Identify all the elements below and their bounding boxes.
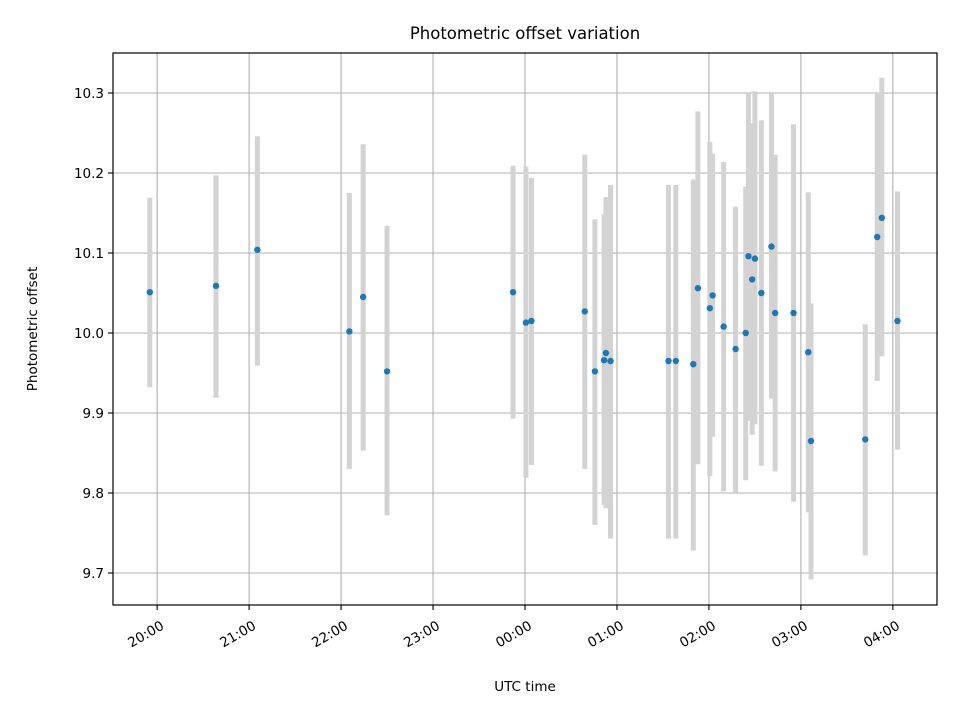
- data-point: [383, 368, 391, 375]
- data-point: [690, 361, 697, 368]
- x-axis-label: UTC time: [494, 679, 556, 695]
- data-point: [607, 357, 614, 365]
- data-point: [212, 282, 220, 289]
- data-point: [672, 357, 680, 365]
- y-tick-label: 9.8: [83, 486, 104, 502]
- data-point: [790, 309, 797, 317]
- data-point: [359, 293, 367, 301]
- y-tick-label: 10.1: [74, 246, 104, 262]
- data-point: [720, 323, 727, 330]
- data-point: [768, 243, 775, 250]
- y-tick-label: 10.2: [74, 166, 104, 182]
- data-point: [665, 357, 672, 365]
- data-point: [591, 368, 599, 375]
- data-point: [874, 233, 881, 241]
- data-point: [254, 246, 261, 253]
- y-axis-ticks: 9.7 9.8 9.9 10.0 10.1 10.2 10.3: [74, 86, 113, 582]
- data-point: [346, 328, 353, 335]
- data-point: [745, 253, 752, 260]
- data-point: [732, 345, 739, 353]
- y-tick-label: 9.9: [83, 406, 104, 422]
- y-tick-label: 9.7: [83, 566, 104, 582]
- data-point: [709, 292, 716, 299]
- chart-title: Photometric offset variation: [410, 24, 640, 43]
- data-point: [742, 329, 749, 337]
- data-point: [509, 289, 517, 296]
- y-tick-label: 10.3: [74, 86, 104, 102]
- data-point: [751, 255, 759, 262]
- data-point: [878, 214, 886, 221]
- data-point: [805, 349, 812, 356]
- data-point: [748, 276, 756, 283]
- data-point: [522, 319, 530, 326]
- data-point: [758, 289, 765, 297]
- y-axis-label: Photometric offset: [25, 267, 41, 391]
- data-point: [862, 436, 869, 443]
- data-point: [706, 305, 714, 312]
- y-tick-label: 10.0: [74, 326, 104, 342]
- data-point: [528, 317, 535, 325]
- data-point: [600, 357, 608, 364]
- data-point: [146, 289, 153, 296]
- data-points: [146, 214, 901, 445]
- data-point: [771, 309, 779, 317]
- data-point: [694, 285, 702, 292]
- data-point: [894, 317, 901, 325]
- data-point: [602, 349, 610, 357]
- data-point: [581, 308, 588, 315]
- data-point: [807, 437, 815, 445]
